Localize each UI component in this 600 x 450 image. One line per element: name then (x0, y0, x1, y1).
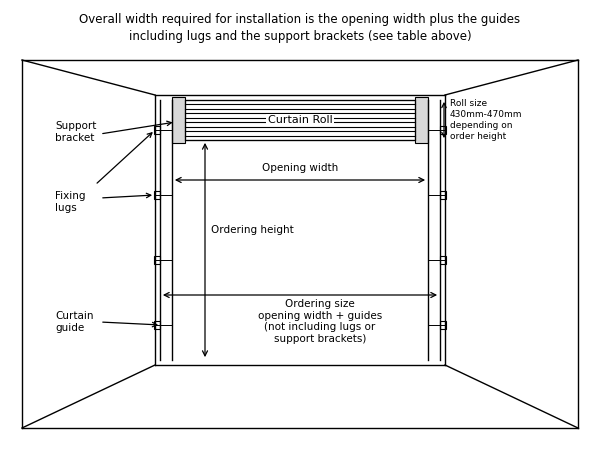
Text: Overall width required for installation is the opening width plus the guides
inc: Overall width required for installation … (79, 13, 521, 43)
Text: Support
bracket: Support bracket (55, 121, 97, 143)
Bar (440, 191, 446, 199)
Bar (154, 256, 160, 264)
Text: Ordering height: Ordering height (211, 225, 294, 235)
Bar (154, 191, 160, 199)
Text: Curtain
guide: Curtain guide (55, 311, 94, 333)
Bar (185, 100, 415, 140)
Bar (172, 97, 185, 143)
Bar (440, 126, 446, 134)
Bar (440, 256, 446, 264)
Bar (154, 321, 160, 329)
Bar (154, 126, 160, 134)
Text: Fixing
lugs: Fixing lugs (55, 191, 86, 213)
Text: Opening width: Opening width (262, 163, 338, 173)
Bar (440, 321, 446, 329)
Text: Roll size
430mm-470mm
depending on
order height: Roll size 430mm-470mm depending on order… (450, 99, 523, 141)
Bar (415, 97, 428, 143)
Text: Curtain Roll: Curtain Roll (268, 115, 332, 125)
Text: Ordering size
opening width + guides
(not including lugs or
support brackets): Ordering size opening width + guides (no… (258, 299, 382, 344)
